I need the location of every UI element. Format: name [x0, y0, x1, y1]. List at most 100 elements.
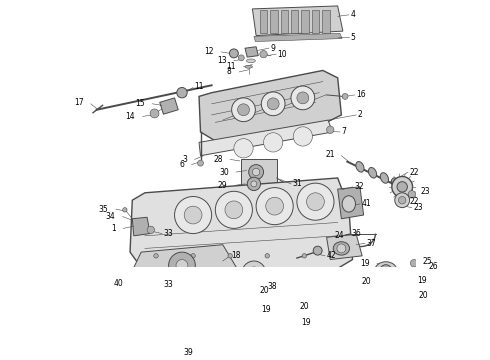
Circle shape — [242, 261, 266, 285]
Circle shape — [307, 193, 324, 211]
Polygon shape — [326, 234, 362, 260]
Circle shape — [177, 87, 187, 98]
Circle shape — [252, 271, 256, 275]
Polygon shape — [372, 281, 399, 290]
Polygon shape — [199, 120, 333, 156]
Text: 26: 26 — [429, 262, 439, 271]
Polygon shape — [254, 33, 342, 41]
Text: 11: 11 — [226, 62, 236, 71]
Ellipse shape — [246, 59, 255, 63]
Circle shape — [169, 252, 196, 279]
Text: 42: 42 — [326, 251, 336, 260]
Ellipse shape — [368, 167, 377, 178]
Text: 11: 11 — [195, 82, 204, 91]
Circle shape — [303, 314, 310, 322]
Text: 35: 35 — [99, 204, 109, 213]
Ellipse shape — [356, 162, 364, 172]
Circle shape — [229, 49, 238, 58]
Circle shape — [122, 208, 127, 212]
Polygon shape — [338, 187, 364, 219]
Circle shape — [408, 190, 416, 198]
Circle shape — [410, 260, 418, 267]
Text: 29: 29 — [218, 181, 227, 190]
Circle shape — [417, 264, 423, 270]
Circle shape — [264, 133, 283, 152]
Text: 13: 13 — [217, 56, 226, 65]
Text: 3: 3 — [182, 155, 187, 164]
Ellipse shape — [287, 290, 314, 311]
Text: 23: 23 — [414, 203, 423, 212]
Text: 23: 23 — [421, 187, 430, 196]
Circle shape — [297, 92, 309, 104]
Text: 31: 31 — [293, 179, 302, 188]
Text: 20: 20 — [300, 302, 310, 311]
Circle shape — [174, 197, 212, 234]
Polygon shape — [118, 295, 286, 348]
Circle shape — [297, 183, 334, 220]
Circle shape — [249, 165, 264, 179]
Text: 28: 28 — [213, 155, 223, 164]
Circle shape — [147, 226, 154, 234]
Polygon shape — [281, 10, 288, 33]
Circle shape — [238, 104, 249, 116]
Ellipse shape — [328, 301, 355, 322]
Text: 4: 4 — [350, 10, 355, 19]
Circle shape — [293, 127, 313, 146]
Circle shape — [332, 325, 339, 333]
Text: 16: 16 — [356, 90, 366, 99]
Circle shape — [161, 320, 173, 332]
Circle shape — [291, 86, 315, 110]
Circle shape — [380, 265, 392, 276]
Text: 38: 38 — [267, 282, 277, 291]
Text: 1: 1 — [111, 224, 116, 233]
Circle shape — [176, 260, 188, 271]
Circle shape — [265, 253, 270, 258]
Circle shape — [191, 253, 196, 258]
Text: 20: 20 — [362, 277, 371, 286]
Text: 34: 34 — [105, 212, 115, 221]
Polygon shape — [130, 278, 275, 298]
Text: 22: 22 — [410, 167, 419, 176]
Circle shape — [238, 55, 244, 61]
Polygon shape — [284, 312, 317, 324]
Circle shape — [266, 197, 284, 215]
Text: 7: 7 — [342, 127, 346, 136]
Text: 8: 8 — [227, 67, 232, 76]
Ellipse shape — [333, 242, 349, 255]
Circle shape — [267, 98, 279, 110]
Text: 17: 17 — [74, 98, 83, 107]
Circle shape — [150, 109, 159, 118]
Ellipse shape — [375, 262, 397, 280]
Circle shape — [401, 280, 413, 292]
Ellipse shape — [392, 178, 400, 188]
Text: 19: 19 — [360, 259, 369, 268]
Circle shape — [395, 193, 410, 208]
Circle shape — [326, 126, 334, 134]
Text: 36: 36 — [352, 229, 362, 238]
Circle shape — [337, 244, 346, 253]
Text: 5: 5 — [350, 32, 355, 41]
Circle shape — [154, 253, 158, 258]
Text: 25: 25 — [423, 257, 433, 266]
Ellipse shape — [245, 65, 252, 68]
Text: 15: 15 — [135, 99, 145, 108]
Polygon shape — [132, 217, 150, 236]
Bar — [241, 159, 277, 189]
Text: 20: 20 — [418, 291, 428, 300]
Polygon shape — [130, 178, 352, 271]
Ellipse shape — [380, 173, 389, 183]
Polygon shape — [245, 47, 258, 57]
Circle shape — [302, 253, 307, 258]
Text: 37: 37 — [367, 239, 376, 248]
Circle shape — [260, 50, 267, 58]
Polygon shape — [199, 71, 342, 141]
Polygon shape — [322, 10, 330, 33]
Circle shape — [137, 280, 146, 288]
Circle shape — [184, 206, 202, 224]
Circle shape — [313, 246, 322, 255]
Text: 19: 19 — [417, 276, 427, 285]
Circle shape — [251, 181, 257, 187]
Text: 20: 20 — [259, 286, 269, 295]
Text: 41: 41 — [362, 199, 371, 208]
Circle shape — [234, 139, 253, 158]
